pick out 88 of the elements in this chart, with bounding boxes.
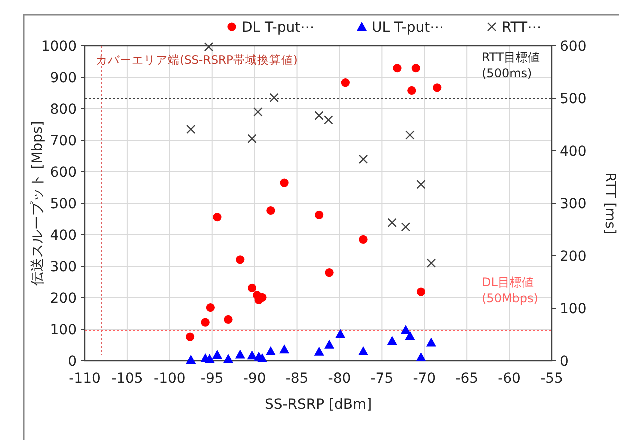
y-tick-label: 600 bbox=[50, 165, 77, 181]
x-tick-label: -105 bbox=[112, 371, 144, 387]
y2-axis-title: RTT [ms] bbox=[602, 172, 618, 234]
point bbox=[388, 218, 397, 228]
y2-tick-label: 0 bbox=[560, 354, 569, 370]
point bbox=[235, 350, 246, 359]
point bbox=[236, 256, 245, 264]
point bbox=[201, 318, 210, 327]
point bbox=[314, 111, 324, 120]
ref-line-label: カバーエリア端(SS-RSRP帯域換算値) bbox=[96, 53, 298, 67]
point bbox=[248, 134, 257, 144]
point bbox=[416, 352, 426, 362]
x-tick-label: -80 bbox=[328, 371, 352, 387]
point bbox=[401, 222, 411, 232]
point bbox=[270, 93, 279, 103]
point bbox=[393, 64, 402, 73]
point bbox=[433, 84, 442, 92]
y-axis-title: 伝送スループット [Mbps] bbox=[30, 121, 46, 286]
y-tick-label: 100 bbox=[50, 322, 77, 338]
x-tick-label: -100 bbox=[154, 371, 186, 387]
x-tick-label: -55 bbox=[540, 371, 564, 387]
point bbox=[324, 340, 335, 349]
y2-tick-label: 100 bbox=[560, 302, 587, 318]
point bbox=[416, 180, 426, 190]
y-tick-label: 700 bbox=[50, 134, 77, 150]
point bbox=[280, 178, 289, 188]
x-tick-label: -60 bbox=[498, 371, 521, 387]
point bbox=[280, 344, 290, 354]
point bbox=[206, 303, 215, 312]
point bbox=[223, 354, 234, 364]
x-tick-label: -95 bbox=[200, 371, 224, 387]
point bbox=[314, 346, 324, 356]
point bbox=[266, 346, 276, 356]
ref-line-label: RTT目標値 (500ms) bbox=[482, 50, 540, 80]
point bbox=[254, 108, 263, 117]
point bbox=[325, 268, 334, 278]
point bbox=[204, 354, 215, 364]
point bbox=[426, 258, 436, 268]
point bbox=[416, 288, 426, 296]
point bbox=[406, 130, 415, 140]
point bbox=[186, 355, 196, 364]
x-tick-label: -65 bbox=[456, 371, 479, 387]
legend-label: UL T-put⋯ bbox=[372, 20, 444, 36]
y2-tick-label: 200 bbox=[560, 249, 587, 265]
ref-line-label: DL目標値 (50Mbps) bbox=[482, 275, 538, 306]
y2-tick-label: 600 bbox=[560, 39, 587, 55]
point bbox=[213, 213, 222, 222]
x-axis-title: SS-RSRP [dBm] bbox=[264, 397, 372, 413]
x-tick-label: -85 bbox=[286, 371, 309, 387]
legend-label: RTT⋯ bbox=[502, 20, 542, 36]
x-tick-label: -70 bbox=[413, 371, 436, 387]
point bbox=[186, 332, 195, 342]
point bbox=[224, 315, 233, 324]
point bbox=[400, 325, 411, 334]
y2-tick-label: 500 bbox=[560, 92, 587, 108]
point bbox=[358, 154, 368, 164]
point bbox=[358, 346, 368, 356]
legend-label: DL T-put⋯ bbox=[242, 20, 315, 36]
point bbox=[359, 235, 368, 244]
point bbox=[405, 331, 416, 340]
y-tick-label: 200 bbox=[50, 291, 77, 307]
y-tick-label: 500 bbox=[50, 196, 77, 212]
y2-tick-label: 400 bbox=[560, 144, 587, 160]
y-tick-label: 400 bbox=[50, 228, 77, 244]
point bbox=[315, 210, 324, 220]
y-tick-label: 0 bbox=[68, 354, 77, 370]
y-tick-label: 300 bbox=[50, 260, 77, 276]
point bbox=[336, 329, 346, 338]
point bbox=[212, 350, 222, 360]
y-tick-label: 900 bbox=[50, 70, 77, 86]
x-tick-label: -75 bbox=[370, 371, 394, 387]
point bbox=[426, 338, 436, 347]
point bbox=[204, 42, 214, 52]
point bbox=[257, 353, 268, 362]
y2-tick-label: 300 bbox=[560, 196, 587, 212]
point bbox=[324, 115, 334, 125]
point bbox=[341, 78, 350, 88]
point bbox=[186, 124, 196, 134]
point bbox=[408, 86, 416, 96]
point bbox=[247, 350, 258, 360]
x-tick-label: -90 bbox=[243, 371, 266, 387]
x-tick-label: -110 bbox=[69, 371, 101, 387]
point bbox=[412, 64, 420, 73]
y-tick-label: 1000 bbox=[41, 39, 77, 55]
point bbox=[387, 336, 398, 346]
point bbox=[266, 206, 276, 216]
point bbox=[248, 284, 257, 293]
y-tick-label: 800 bbox=[50, 102, 77, 118]
